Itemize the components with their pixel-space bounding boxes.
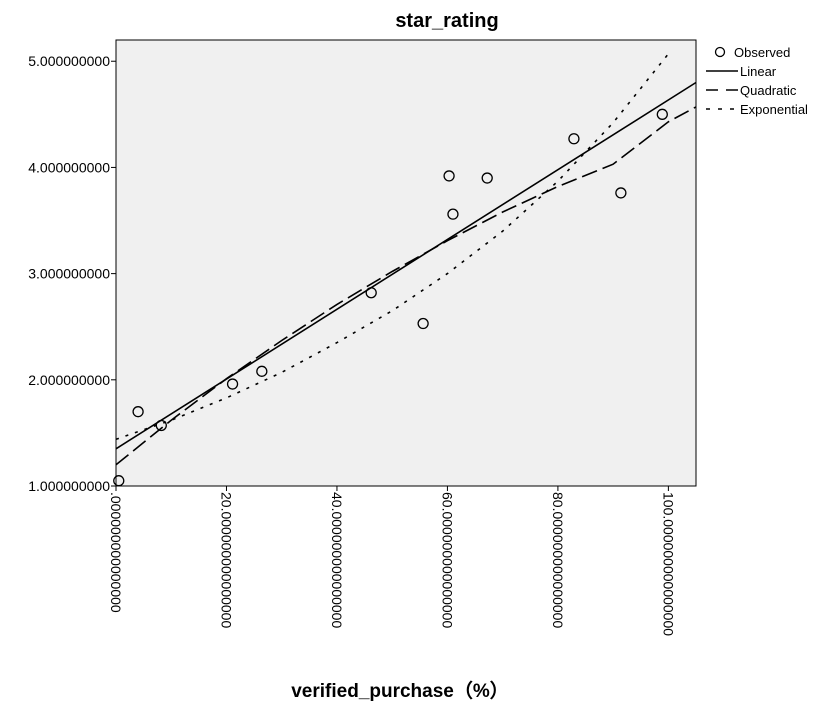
series-line-exponential: [115, 53, 670, 441]
y-tick-label: 5.000000000: [28, 53, 110, 69]
y-tick-label: 1.000000000: [28, 478, 110, 494]
data-point: [656, 108, 668, 120]
y-tick-label: 3.000000000: [28, 266, 110, 282]
x-axis-label: verified_purchase（%）: [291, 679, 509, 702]
data-point: [155, 419, 167, 432]
data-point: [417, 317, 429, 330]
data-point: [365, 287, 377, 299]
data-point: [443, 170, 455, 182]
data-point: [481, 172, 493, 184]
series-lines: [115, 53, 697, 466]
y-tick-label: 4.000000000: [28, 159, 110, 175]
x-tick-label: 40.000000000000000: [329, 492, 345, 628]
x-tick-label: 100.000000000000000: [660, 492, 676, 636]
series-points: [113, 108, 668, 487]
legend: Observed Linear Quadratic Exponential: [706, 45, 808, 117]
x-tick-label: 60.000000000000000: [439, 492, 455, 628]
x-tick-label: 20.000000000000000: [218, 492, 234, 628]
series-line-linear: [115, 81, 697, 450]
legend-marker-observed: [714, 46, 726, 58]
series-line-quadratic: [115, 106, 697, 466]
data-point: [256, 365, 268, 377]
chart-title: star_rating: [395, 10, 498, 32]
data-point: [132, 406, 144, 418]
x-axis: .000000000000000 20.000000000000000 40.000…: [108, 486, 676, 636]
data-point: [226, 378, 239, 390]
y-tick-label: 2.000000000: [28, 372, 110, 388]
x-tick-label: .000000000000000: [108, 492, 124, 613]
legend-label-linear: Linear: [740, 64, 777, 79]
legend-label-observed: Observed: [734, 45, 790, 60]
y-axis: 1.000000000 2.000000000 3.000000000 4.00000…: [28, 53, 116, 494]
data-point: [447, 208, 459, 220]
data-point: [615, 187, 627, 199]
legend-label-exponential: Exponential: [740, 102, 808, 117]
legend-label-quadratic: Quadratic: [740, 83, 797, 98]
x-tick-label: 80.000000000000000: [550, 492, 566, 628]
data-point: [568, 133, 580, 145]
data-point: [113, 475, 125, 487]
